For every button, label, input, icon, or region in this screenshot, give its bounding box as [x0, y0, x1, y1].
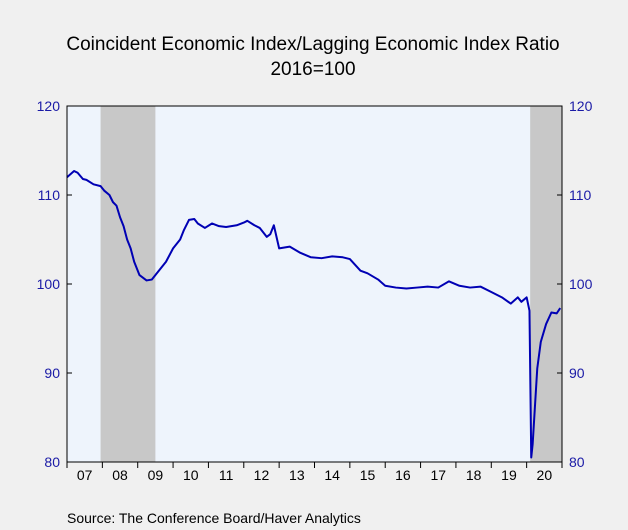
x-tick-label-7: 14 — [324, 467, 340, 483]
axes: 80 80 90 90 100 100 110 110 120 120 07 08 09 10 11 12 13… — [37, 98, 593, 483]
y-tick-label-left-2: 100 — [37, 276, 61, 292]
y-tick-label-left-3: 110 — [38, 187, 61, 203]
x-tick-label-11: 18 — [466, 467, 482, 483]
x-tick-label-0: 07 — [77, 467, 93, 483]
x-tick-label-5: 12 — [254, 467, 270, 483]
series-layer — [66, 169, 562, 459]
y-tick-label-left-1: 90 — [44, 365, 60, 381]
chart-subtitle: 2016=100 — [270, 59, 355, 80]
x-tick-label-9: 16 — [395, 467, 411, 483]
plot-frame — [66, 105, 563, 463]
x-tick-label-13: 20 — [537, 467, 553, 483]
x-tick-label-3: 10 — [183, 467, 199, 483]
source-note: Source: The Conference Board/Haver Analy… — [67, 510, 361, 526]
recession-shading — [100, 106, 562, 462]
y-tick-label-left-0: 80 — [44, 454, 60, 470]
y-tick-label-right-0: 80 — [569, 454, 585, 470]
y-tick-label-right-3: 110 — [569, 187, 592, 203]
recession-band-0 — [100, 106, 156, 462]
y-tick-label-right-2: 100 — [569, 276, 593, 292]
chart-title: Coincident Economic Index/Lagging Econom… — [66, 34, 559, 55]
x-tick-label-8: 15 — [360, 467, 376, 483]
x-tick-label-12: 19 — [501, 467, 517, 483]
y-tick-label-right-1: 90 — [569, 365, 585, 381]
x-tick-label-1: 08 — [112, 467, 128, 483]
series-line-0 — [66, 169, 562, 459]
y-tick-label-right-4: 120 — [569, 98, 593, 114]
x-tick-label-4: 11 — [219, 467, 234, 483]
x-tick-label-6: 13 — [289, 467, 305, 483]
y-tick-label-left-4: 120 — [37, 98, 61, 114]
x-tick-label-10: 17 — [430, 467, 446, 483]
x-tick-label-2: 09 — [148, 467, 164, 483]
